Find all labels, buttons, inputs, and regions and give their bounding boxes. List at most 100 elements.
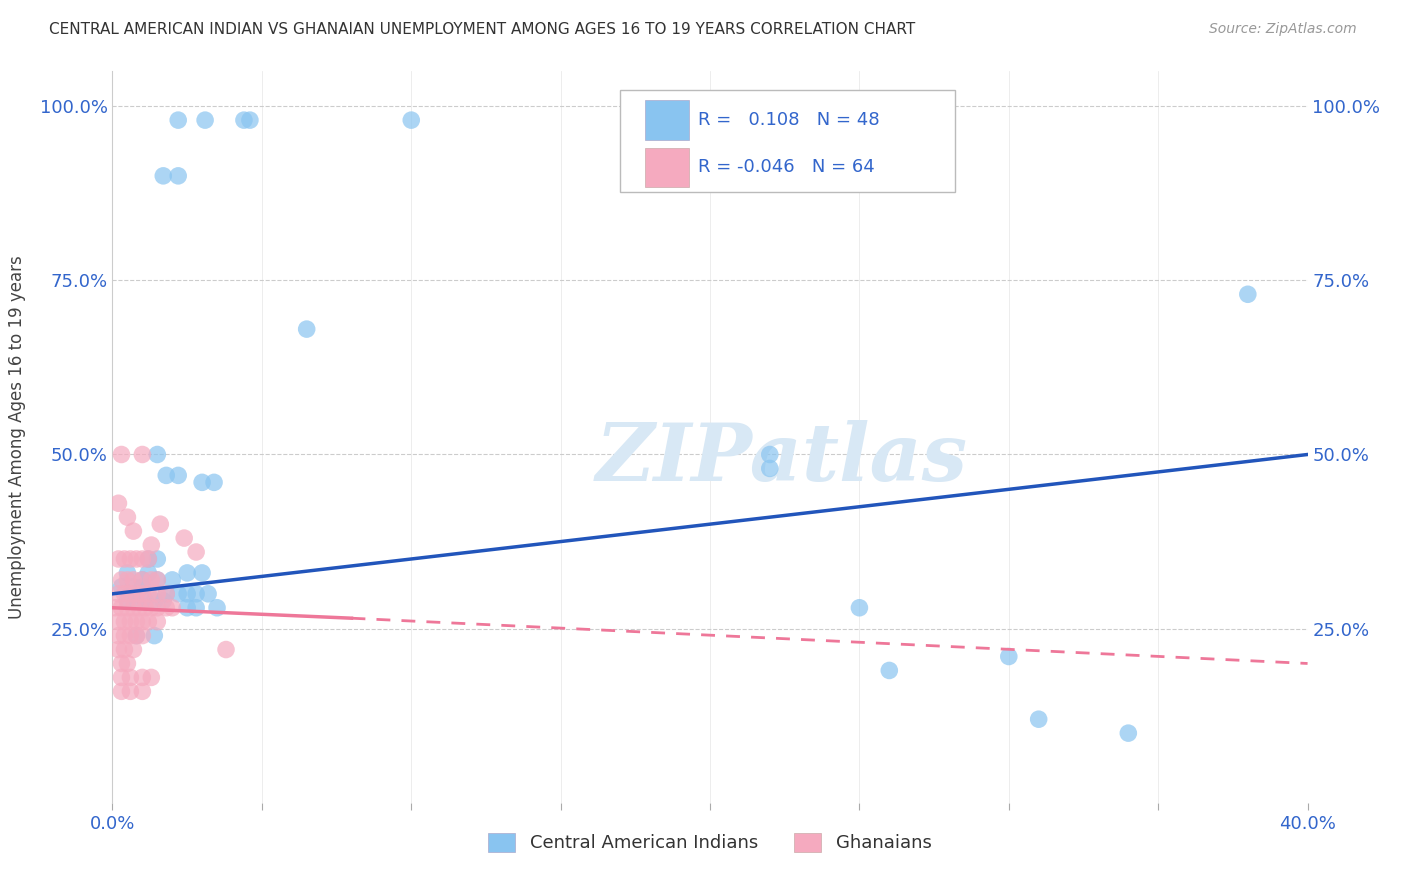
Point <box>146 552 169 566</box>
Point <box>125 587 148 601</box>
Point <box>141 573 163 587</box>
Point <box>186 545 208 559</box>
Point <box>202 475 225 490</box>
Point <box>110 657 132 671</box>
Point <box>191 566 214 580</box>
Point <box>205 600 228 615</box>
Point <box>134 600 156 615</box>
FancyBboxPatch shape <box>645 148 689 187</box>
Point <box>162 573 183 587</box>
Point <box>759 461 782 475</box>
Point <box>146 600 169 615</box>
Point <box>120 670 142 684</box>
Point <box>107 629 129 643</box>
Point <box>138 615 160 629</box>
Point <box>848 600 870 615</box>
Point <box>155 600 177 615</box>
Point <box>138 552 160 566</box>
Point <box>167 468 190 483</box>
Point <box>122 642 145 657</box>
Point <box>117 573 139 587</box>
Point <box>141 670 163 684</box>
Point <box>134 594 156 608</box>
Point <box>107 552 129 566</box>
Point <box>122 580 145 594</box>
Point <box>295 322 318 336</box>
Point <box>138 587 160 601</box>
Point <box>120 684 142 698</box>
Point <box>1028 712 1050 726</box>
Point <box>215 642 238 657</box>
Point <box>879 664 901 678</box>
Point <box>131 629 153 643</box>
Point <box>998 649 1021 664</box>
Y-axis label: Unemployment Among Ages 16 to 19 years: Unemployment Among Ages 16 to 19 years <box>7 255 25 619</box>
Point <box>107 615 129 629</box>
Text: CENTRAL AMERICAN INDIAN VS GHANAIAN UNEMPLOYMENT AMONG AGES 16 TO 19 YEARS CORRE: CENTRAL AMERICAN INDIAN VS GHANAIAN UNEM… <box>49 22 915 37</box>
Point <box>176 566 198 580</box>
Point <box>125 629 148 643</box>
Point <box>114 642 135 657</box>
Point <box>239 113 262 128</box>
Point <box>122 524 145 538</box>
Text: R =   0.108   N = 48: R = 0.108 N = 48 <box>699 111 880 129</box>
Point <box>125 594 148 608</box>
Point <box>155 468 177 483</box>
Point <box>128 600 150 615</box>
Point <box>107 496 129 510</box>
Point <box>125 552 148 566</box>
Point <box>141 600 163 615</box>
Text: ZIPatlas: ZIPatlas <box>596 420 967 498</box>
Point <box>152 594 174 608</box>
Point <box>176 600 198 615</box>
Point <box>131 670 153 684</box>
Point <box>120 629 142 643</box>
Point <box>110 684 132 698</box>
Point <box>120 587 142 601</box>
Point <box>149 517 172 532</box>
Point <box>114 615 135 629</box>
Legend: Central American Indians, Ghanaians: Central American Indians, Ghanaians <box>481 826 939 860</box>
Text: R = -0.046   N = 64: R = -0.046 N = 64 <box>699 159 875 177</box>
Point <box>759 448 782 462</box>
Point <box>131 615 153 629</box>
Point <box>146 615 169 629</box>
Point <box>110 670 132 684</box>
Point <box>117 510 139 524</box>
Point <box>131 580 153 594</box>
Point <box>117 657 139 671</box>
Point <box>141 538 163 552</box>
Point <box>167 113 190 128</box>
Point <box>117 600 139 615</box>
Point <box>131 684 153 698</box>
Point <box>401 113 423 128</box>
Point <box>131 552 153 566</box>
Point <box>186 600 208 615</box>
Point <box>107 642 129 657</box>
Point <box>125 615 148 629</box>
Point <box>125 629 148 643</box>
Point <box>120 552 142 566</box>
Point <box>107 587 129 601</box>
Point <box>138 552 160 566</box>
Point <box>167 169 190 183</box>
Point <box>233 113 256 128</box>
Point <box>146 448 169 462</box>
Point <box>146 587 169 601</box>
Point <box>131 573 153 587</box>
Point <box>104 600 127 615</box>
Point <box>131 448 153 462</box>
Point <box>155 587 177 601</box>
Point <box>131 573 153 587</box>
FancyBboxPatch shape <box>620 90 955 192</box>
Point <box>162 600 183 615</box>
Point <box>197 587 219 601</box>
FancyBboxPatch shape <box>645 100 689 140</box>
Point <box>138 566 160 580</box>
Point <box>114 587 135 601</box>
Point <box>176 587 198 601</box>
Point <box>110 448 132 462</box>
Point <box>120 615 142 629</box>
Point <box>143 594 166 608</box>
Point <box>122 600 145 615</box>
